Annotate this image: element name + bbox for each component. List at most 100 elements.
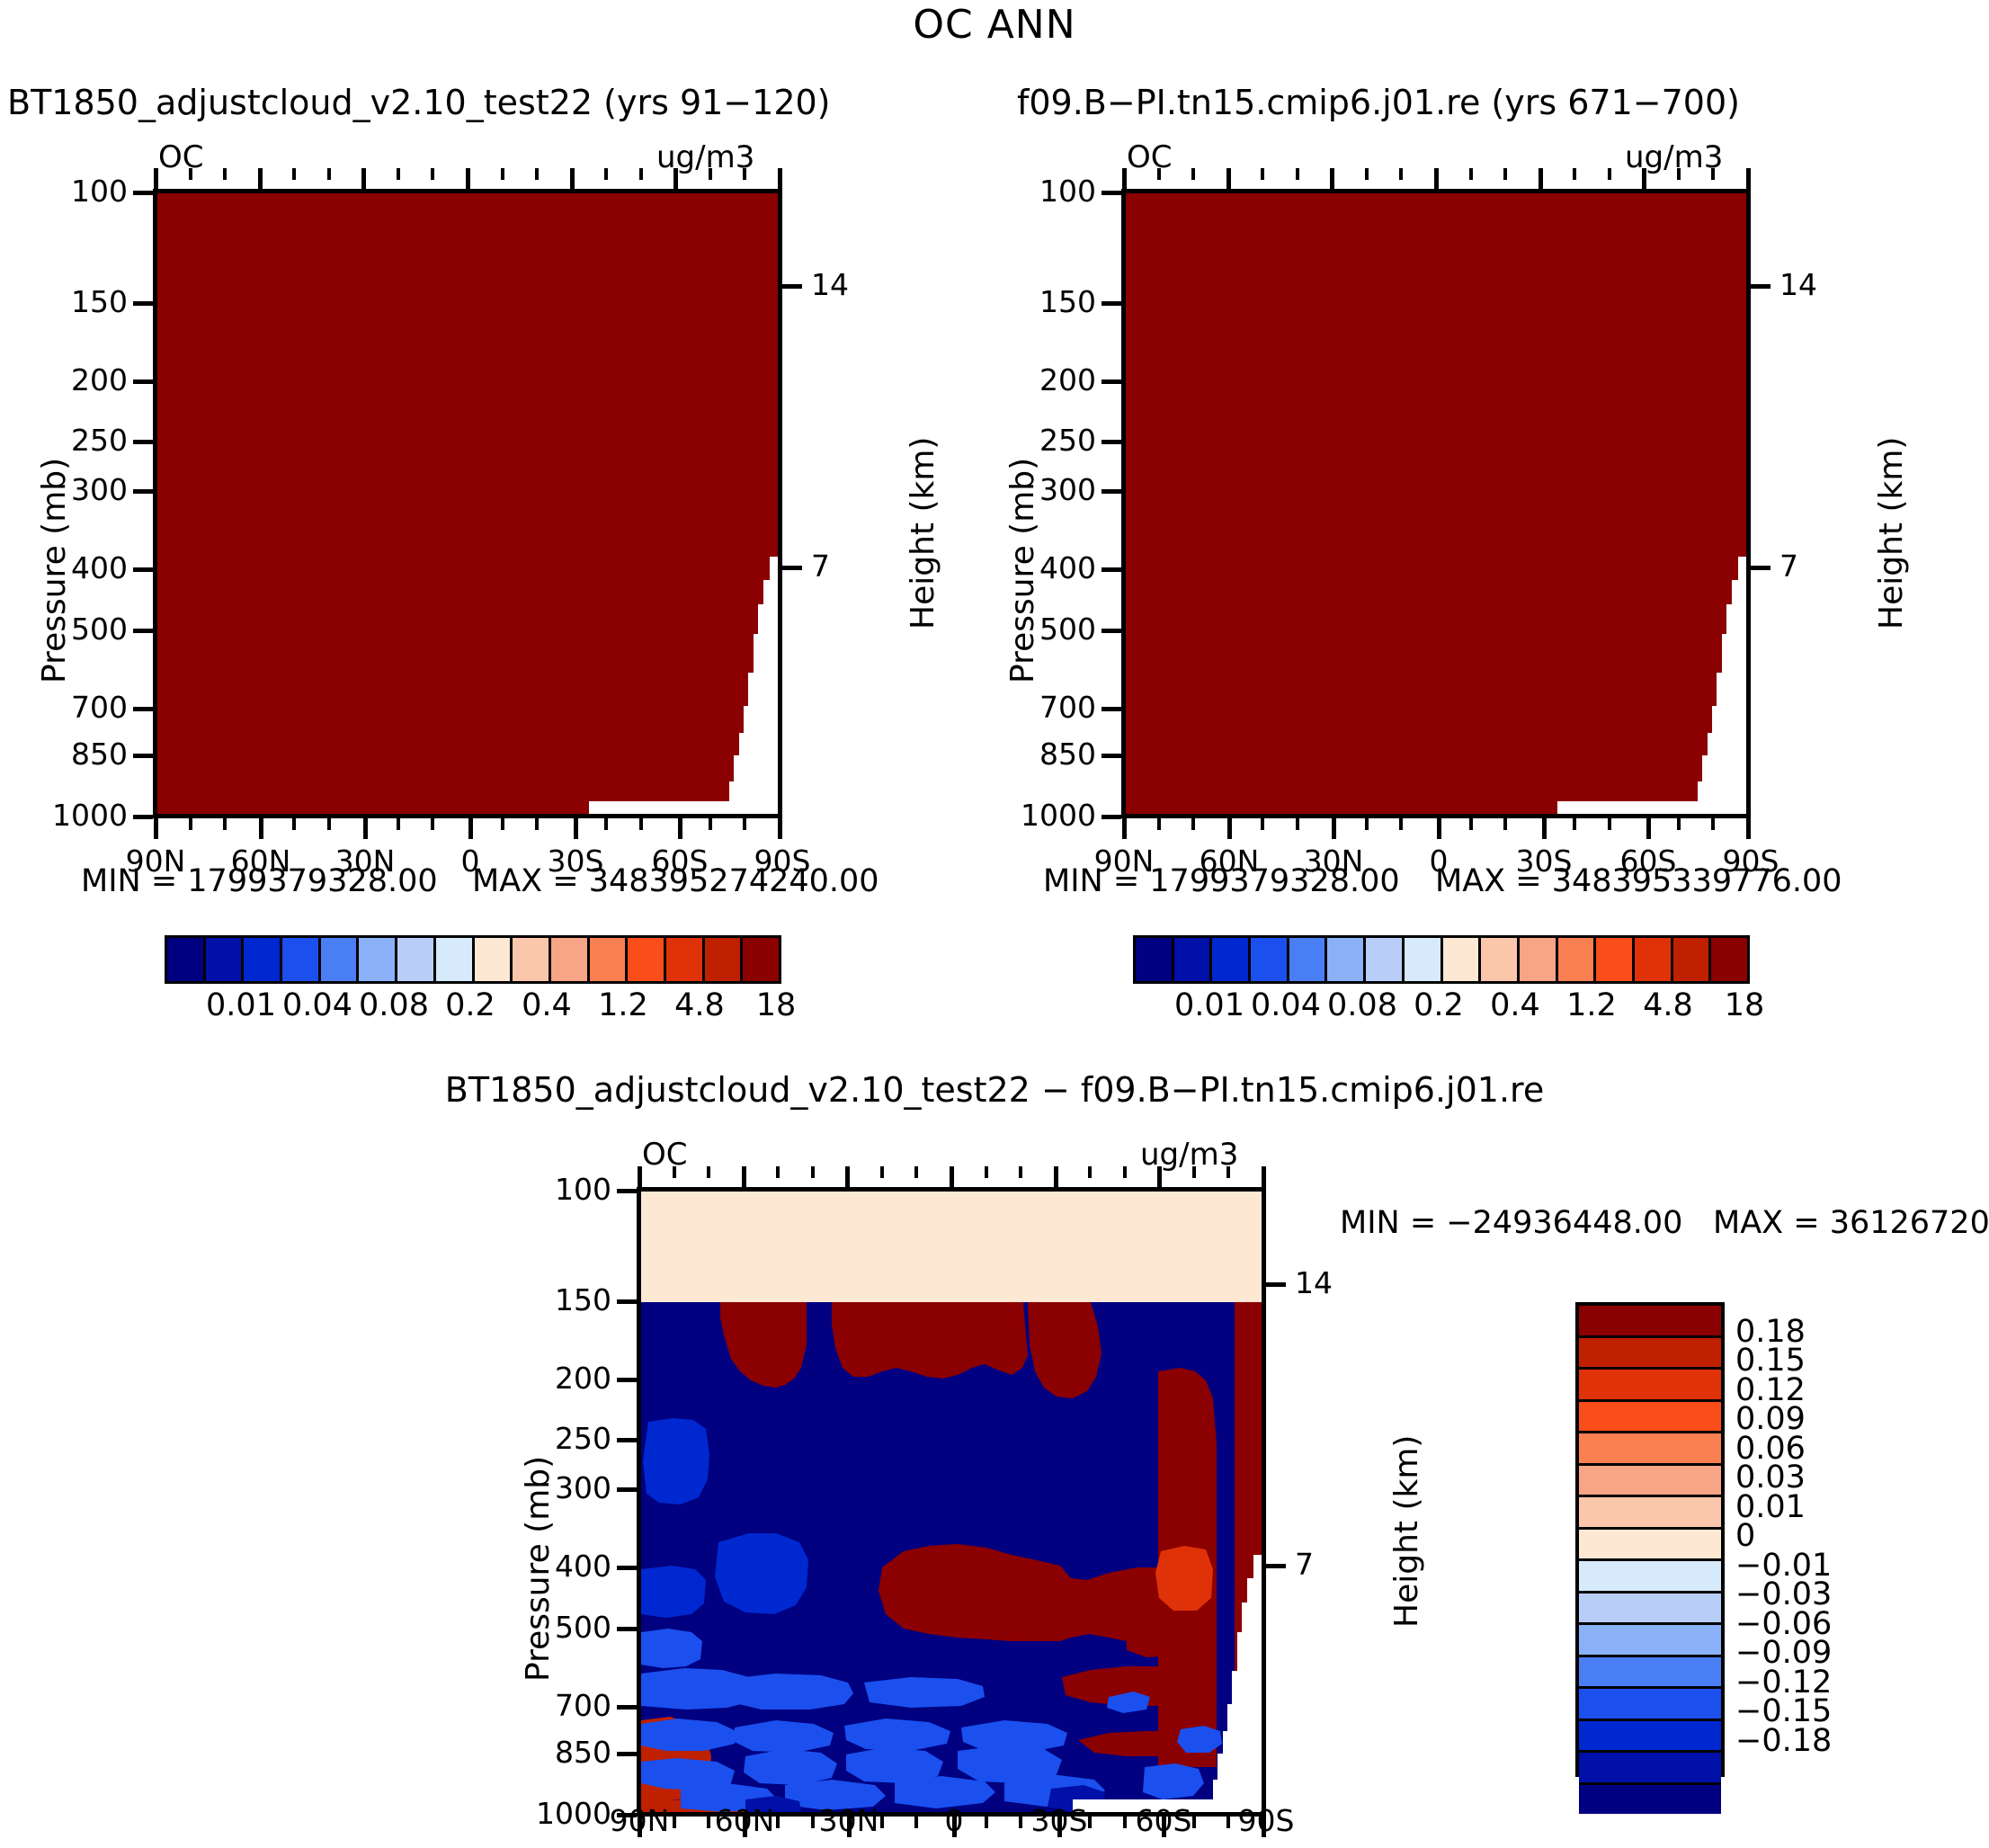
lat-minor-tick <box>292 818 297 830</box>
colorbar-tick-label: −0.15 <box>1735 1693 1833 1729</box>
top-axis-tick <box>1330 168 1335 189</box>
right-panel-units-label: ug/m3 <box>1625 139 1724 175</box>
top-axis-tick <box>292 168 297 180</box>
colorbar-cell <box>1579 1306 1721 1338</box>
lat-tick <box>154 818 158 839</box>
top-axis-tick <box>743 168 747 180</box>
top-axis-tick <box>950 1166 954 1187</box>
left-colorbar[interactable] <box>165 935 781 984</box>
top-axis-tick <box>672 1166 676 1178</box>
lat-tick <box>1262 1817 1266 1837</box>
pressure-tick <box>1102 440 1121 445</box>
pressure-tick <box>133 706 153 711</box>
colorbar-tick-label: 1.2 <box>1566 987 1617 1023</box>
colorbar-cell <box>359 938 398 981</box>
top-axis-tick <box>1538 168 1543 189</box>
pressure-tick-label: 500 <box>1039 612 1096 647</box>
lat-tick-label: 0 <box>460 844 480 879</box>
lat-tick-label: 60N <box>714 1803 775 1838</box>
colorbar-cell <box>1579 1625 1721 1657</box>
pressure-tick-label: 150 <box>71 284 128 319</box>
colorbar-tick-label: −0.01 <box>1735 1547 1833 1584</box>
top-axis-tick <box>708 168 712 180</box>
lat-tick-label: 90S <box>1237 1803 1295 1838</box>
main-title: OC ANN <box>913 2 1076 48</box>
right-panel-var-label: OC <box>1127 139 1173 175</box>
lat-minor-tick <box>500 818 504 830</box>
top-axis-tick <box>1088 1166 1093 1178</box>
colorbar-tick-label: 4.8 <box>674 987 725 1023</box>
pressure-tick <box>133 300 153 306</box>
right-panel-title: f09.B−PI.tn15.cmip6.j01.re (yrs 671−700) <box>1017 83 1740 122</box>
diff-plot-area[interactable] <box>637 1187 1266 1817</box>
lat-minor-tick <box>1122 1817 1127 1828</box>
top-axis-tick <box>1191 1166 1196 1178</box>
pressure-tick-label: 200 <box>555 1361 611 1396</box>
lat-minor-tick <box>1676 818 1681 830</box>
lat-tick <box>678 818 683 839</box>
right-colorbar[interactable] <box>1133 935 1750 984</box>
pressure-tick <box>617 1299 637 1304</box>
pressure-tick <box>133 754 153 759</box>
height-tick <box>1266 1281 1286 1287</box>
lat-minor-tick <box>707 1817 711 1828</box>
lat-minor-tick <box>1573 818 1577 830</box>
colorbar-cell <box>320 938 360 981</box>
colorbar-tick-label: 0.03 <box>1735 1460 1806 1495</box>
right-panel-y-axis-title: Pressure (mb) <box>1004 457 1041 683</box>
top-axis-tick <box>879 1166 884 1178</box>
colorbar-tick-label: 0.09 <box>1735 1401 1806 1437</box>
diff-plot-fill <box>641 1192 1262 1812</box>
left-panel-var-label: OC <box>158 139 204 175</box>
colorbar-tick-label: −0.12 <box>1735 1664 1833 1701</box>
colorbar-cell <box>1579 1337 1721 1370</box>
right-plot-fill <box>1126 193 1746 814</box>
pressure-tick-label: 400 <box>555 1549 611 1584</box>
colorbar-cell <box>589 938 629 981</box>
pressure-tick-label: 300 <box>1039 472 1096 507</box>
top-axis-tick <box>154 168 158 189</box>
colorbar-cell <box>1579 1370 1721 1402</box>
colorbar-cell <box>435 938 475 981</box>
diff-panel-max-label: MAX = 36126720. <box>1713 1205 1989 1241</box>
lat-tick-label: 0 <box>944 1803 964 1838</box>
pressure-tick <box>617 1812 637 1817</box>
colorbar-tick-label: −0.18 <box>1735 1722 1833 1759</box>
colorbar-cell <box>1579 1561 1721 1594</box>
left-plot-fill <box>157 193 778 814</box>
colorbar-cell <box>1579 1465 1721 1497</box>
height-tick-label: 7 <box>1779 549 1798 584</box>
lat-tick <box>778 818 782 839</box>
top-axis-tick <box>1399 168 1404 180</box>
pressure-tick <box>617 1438 637 1443</box>
pressure-tick-label: 500 <box>555 1610 611 1645</box>
lat-minor-tick <box>1191 1817 1196 1828</box>
height-tick-label: 7 <box>811 549 830 584</box>
colorbar-tick-label: 0.01 <box>206 987 276 1023</box>
lat-tick-label: 30S <box>547 844 604 879</box>
pressure-tick <box>617 1752 637 1757</box>
left-panel-units-label: ug/m3 <box>656 139 755 175</box>
left-panel-y-axis-title: Pressure (mb) <box>36 457 73 683</box>
top-axis-tick <box>396 168 400 180</box>
lat-minor-tick <box>1226 1817 1231 1828</box>
colorbar-cell <box>1519 938 1558 981</box>
lat-minor-tick <box>743 818 747 830</box>
top-axis-tick <box>1122 168 1127 189</box>
pressure-tick-label: 150 <box>555 1282 611 1317</box>
top-axis-tick <box>1676 168 1681 180</box>
top-axis-tick <box>1295 168 1299 180</box>
lat-minor-tick <box>1088 1817 1093 1828</box>
colorbar-cell <box>1579 1784 1721 1814</box>
diff-colorbar[interactable] <box>1575 1302 1725 1814</box>
top-axis-tick <box>1503 168 1508 180</box>
colorbar-cell <box>628 938 666 981</box>
lat-minor-tick <box>984 1817 988 1828</box>
lat-tick-label: 30N <box>1303 844 1364 879</box>
pressure-tick-label: 1000 <box>536 1796 611 1831</box>
pressure-tick-label: 700 <box>555 1688 611 1723</box>
right-plot-area[interactable] <box>1121 189 1751 818</box>
top-axis-tick <box>707 1166 711 1178</box>
left-plot-area[interactable] <box>153 189 782 818</box>
height-tick <box>1751 283 1770 289</box>
